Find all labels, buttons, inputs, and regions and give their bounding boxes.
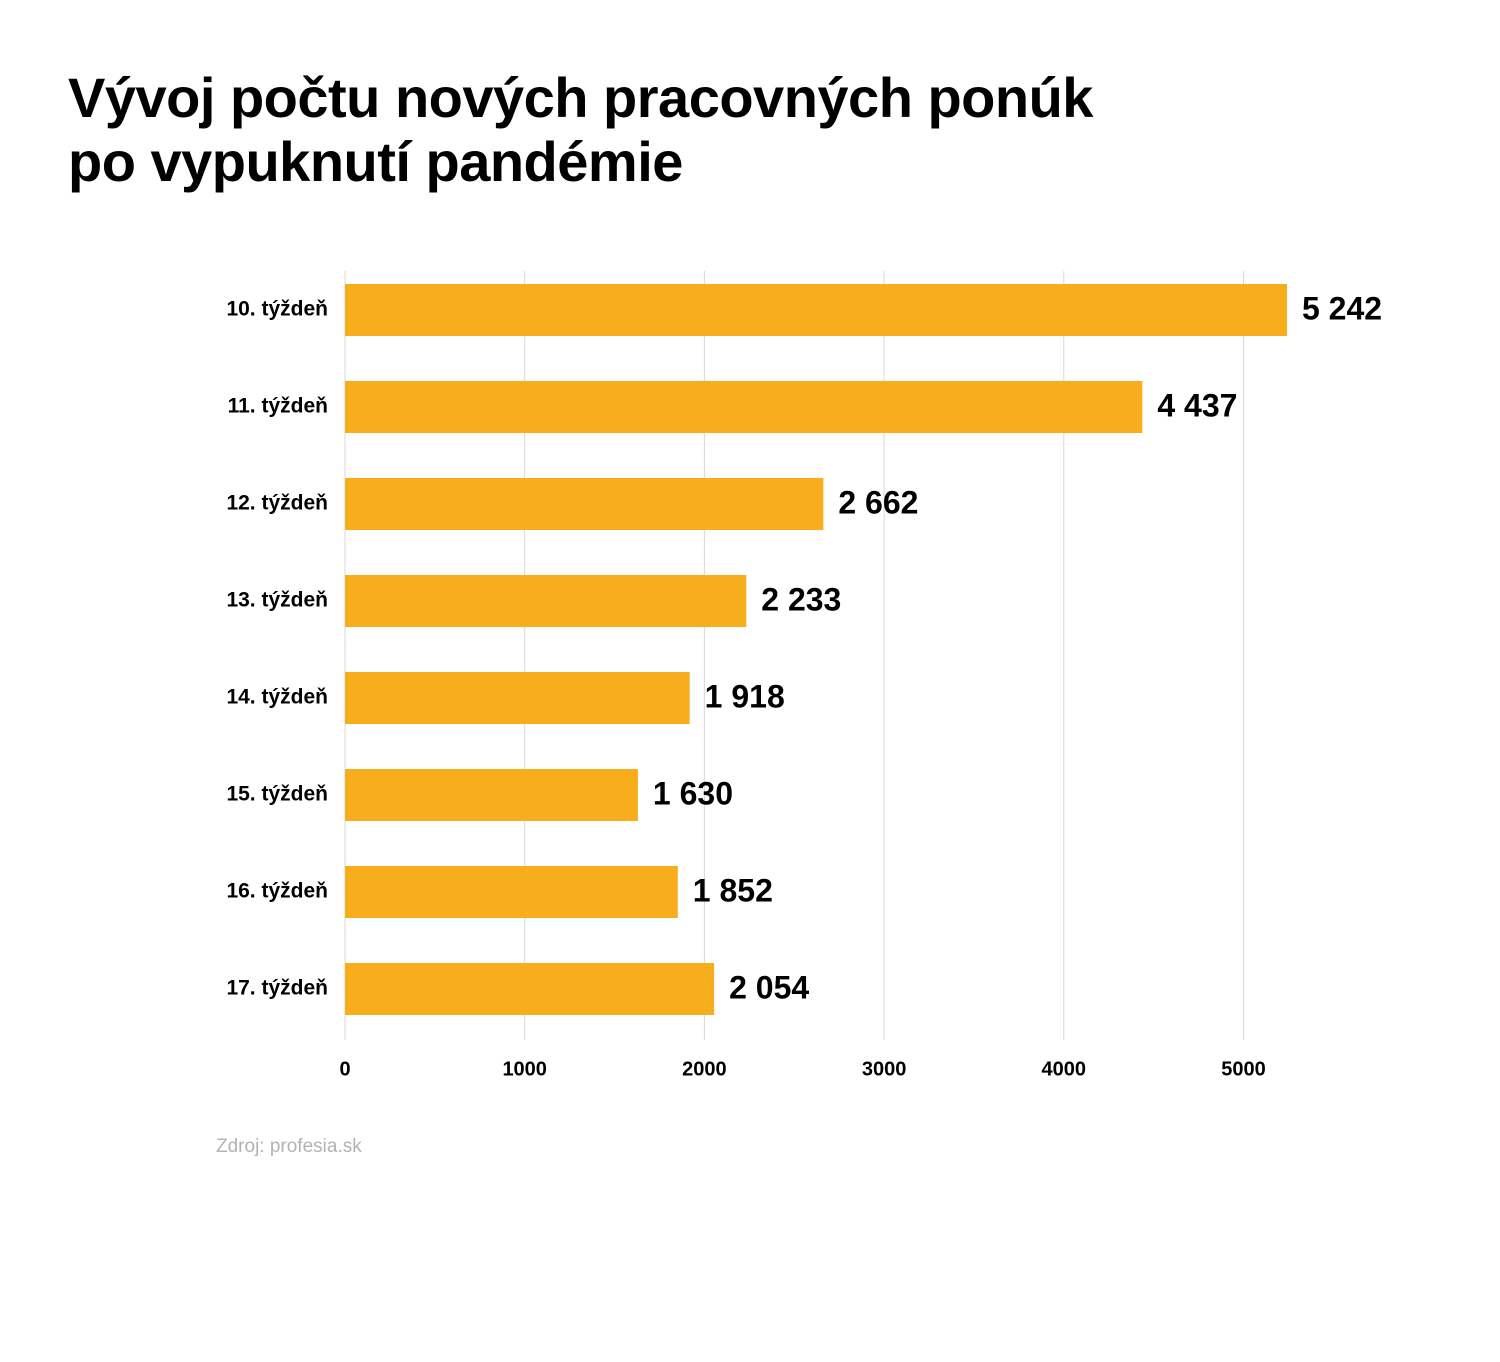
- x-tick-label: 3000: [862, 1058, 907, 1080]
- chart-title: Vývoj počtu nových pracovných ponúk po v…: [68, 66, 1368, 194]
- bar: [345, 284, 1287, 336]
- x-tick-label: 0: [339, 1058, 350, 1080]
- category-label: 15. týždeň: [226, 783, 328, 806]
- value-label: 5 242: [1302, 290, 1382, 326]
- x-axis-tick-labels: 0 1000 2000 3000 4000 5000: [339, 1058, 1265, 1080]
- value-label: 2 054: [729, 969, 809, 1005]
- category-label: 10. týždeň: [226, 298, 328, 321]
- x-tick-label: 5000: [1221, 1058, 1266, 1080]
- source-note: Zdroj: profesia.sk: [216, 1136, 362, 1157]
- bar: [345, 478, 824, 530]
- category-label: 13. týždeň: [226, 589, 328, 612]
- x-tick-label: 2000: [682, 1058, 727, 1080]
- bar: [345, 866, 678, 918]
- value-label: 2 233: [761, 581, 841, 617]
- category-label: 17. týždeň: [226, 977, 328, 1000]
- x-tick-label: 4000: [1042, 1058, 1087, 1080]
- bar: [345, 963, 715, 1015]
- category-label: 14. týždeň: [226, 686, 328, 709]
- category-labels: 10. týždeň 11. týždeň 12. týždeň 13. týždeň…: [226, 298, 328, 1000]
- chart-title-line-1: Vývoj počtu nových pracovných ponúk: [68, 66, 1093, 129]
- chart-title-line-2: po vypuknutí pandémie: [68, 130, 683, 193]
- bars: [345, 284, 1287, 1015]
- category-label: 11. týždeň: [228, 395, 328, 418]
- value-label: 1 918: [705, 678, 785, 714]
- value-labels: 5 242 4 437 2 662 2 233 1 918 1 630 1 852 2 054: [653, 290, 1382, 1005]
- bar: [345, 672, 690, 724]
- value-label: 1 852: [693, 872, 773, 908]
- category-label: 16. týždeň: [226, 880, 328, 903]
- x-tick-label: 1000: [502, 1058, 547, 1080]
- value-label: 4 437: [1157, 387, 1237, 423]
- value-label: 1 630: [653, 775, 733, 811]
- bar: [345, 769, 638, 821]
- bar: [345, 575, 747, 627]
- value-label: 2 662: [838, 484, 918, 520]
- category-label: 12. týždeň: [226, 492, 328, 515]
- bar: [345, 381, 1143, 433]
